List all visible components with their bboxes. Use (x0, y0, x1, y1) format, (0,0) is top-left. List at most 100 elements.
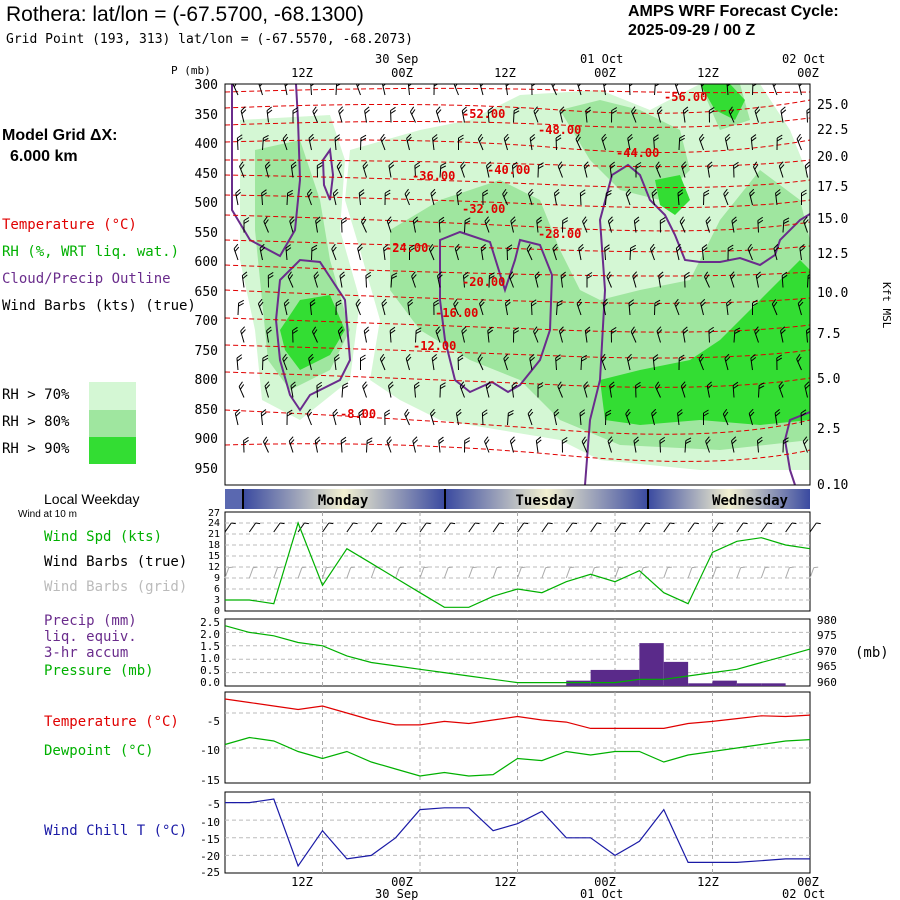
wind-barb (365, 271, 372, 288)
wind-barb (316, 161, 323, 178)
wind-barb (360, 134, 367, 151)
svg-text:12.5: 12.5 (817, 247, 848, 262)
bottom-date-labels: 30 Sep 01 Oct 02 Oct (375, 887, 825, 900)
wind-barb (677, 189, 684, 206)
svg-text:-10: -10 (200, 744, 220, 757)
wind-barb (780, 326, 786, 343)
wind-barb (438, 436, 445, 453)
wind-barb (237, 299, 245, 316)
wind-barb (527, 408, 534, 426)
wind-barb (292, 107, 299, 123)
svg-text:2.5: 2.5 (817, 422, 840, 437)
wind-barb (243, 436, 249, 453)
wind-barb (502, 188, 508, 206)
wind-barb (708, 326, 715, 343)
surface-wind-barb (809, 522, 821, 533)
wind-barb (357, 243, 363, 261)
legend-rh90: RH > 90% (2, 441, 70, 457)
wind-barb (750, 134, 757, 151)
wind-barb (705, 436, 711, 453)
wind-barb (334, 354, 340, 371)
grid-wind-barb (273, 566, 283, 579)
precip-bar (736, 683, 762, 686)
wind-barb (659, 436, 666, 453)
wind-barb (606, 271, 612, 288)
surface-wind-barb (248, 522, 261, 533)
wind-barb (455, 408, 462, 426)
wind-barb (678, 354, 685, 371)
wind-barb (553, 408, 560, 426)
surface-wind-barb (517, 522, 529, 533)
model-grid-label: Model Grid ΔX: (2, 127, 118, 144)
grid-wind-barb (663, 566, 673, 579)
svg-text:970: 970 (817, 645, 837, 658)
wind-barb (628, 299, 635, 316)
wind-barb (439, 162, 447, 178)
precip-bar (761, 683, 786, 686)
svg-text:6: 6 (214, 584, 220, 595)
wind-barb (684, 271, 690, 288)
wind-barb (654, 299, 661, 316)
svg-text:12Z: 12Z (494, 66, 516, 80)
wind-barb (758, 382, 765, 398)
grid-wind-barb (346, 566, 356, 579)
grid-wind-barb (248, 566, 258, 579)
svg-text:300: 300 (195, 78, 218, 93)
wind-barb (631, 106, 637, 123)
precip-panel-frame (224, 618, 811, 687)
wind-barb (262, 134, 269, 151)
top-hour-labels: 12Z 00Z 12Z 00Z 12Z 00Z (291, 66, 819, 80)
wind-barb (233, 243, 240, 261)
wind-barb (533, 326, 539, 343)
wind-barb (601, 133, 607, 151)
wind-barb (236, 134, 243, 151)
wind-barb (286, 189, 294, 206)
wind-barb (266, 326, 272, 343)
wind-barb (537, 382, 544, 398)
wind-barb (335, 299, 342, 316)
wind-barb (266, 106, 273, 123)
legend-rh70: RH > 70% (2, 387, 70, 403)
wind-barb (526, 244, 533, 261)
grid-wind-barb (565, 566, 575, 579)
svg-text:01 Oct: 01 Oct (580, 52, 623, 66)
svg-text:550: 550 (195, 226, 218, 241)
svg-text:2.0: 2.0 (200, 628, 220, 641)
precip-liq-label: liq. equiv. (44, 629, 137, 645)
chill-yticks: -5 -10 -15 -20 -25 (200, 798, 220, 879)
wind-barb (529, 353, 535, 371)
wind-barb (309, 299, 316, 316)
wind-barb (722, 408, 729, 426)
wind-barb (797, 298, 804, 316)
wind-barb (290, 381, 297, 398)
wind-barb (633, 216, 640, 233)
wind-barb (528, 188, 534, 206)
isotherm-label-m28: -28.00 (538, 227, 581, 241)
grid-wind-barb (687, 566, 697, 579)
surface-wind-barb (419, 522, 431, 533)
svg-text:15.0: 15.0 (817, 212, 848, 227)
pressure-label: Pressure (mb) (44, 663, 154, 679)
cross-section-fill (225, 84, 810, 485)
wind-barb (506, 244, 513, 261)
wind-barb (407, 299, 414, 316)
pressure-line (224, 625, 811, 684)
wind-barb (240, 326, 246, 343)
wind-barb (380, 133, 386, 151)
wind-barb (674, 298, 680, 316)
grid-wind-barb (712, 566, 721, 579)
wind-barb (703, 271, 710, 288)
surface-wind-barb (322, 522, 334, 533)
wind-barb (682, 106, 689, 123)
wind-barb (732, 381, 739, 398)
wind-barb (655, 161, 661, 178)
wind-barb (481, 409, 488, 426)
wind-chill-line (225, 798, 810, 868)
wind-barb (337, 326, 344, 343)
wind-barb (308, 133, 315, 151)
wind-barb (383, 244, 389, 261)
wind-barb (504, 298, 511, 316)
wind-barb (239, 161, 245, 178)
wind-barb (484, 436, 490, 453)
wind-barb (235, 188, 241, 206)
